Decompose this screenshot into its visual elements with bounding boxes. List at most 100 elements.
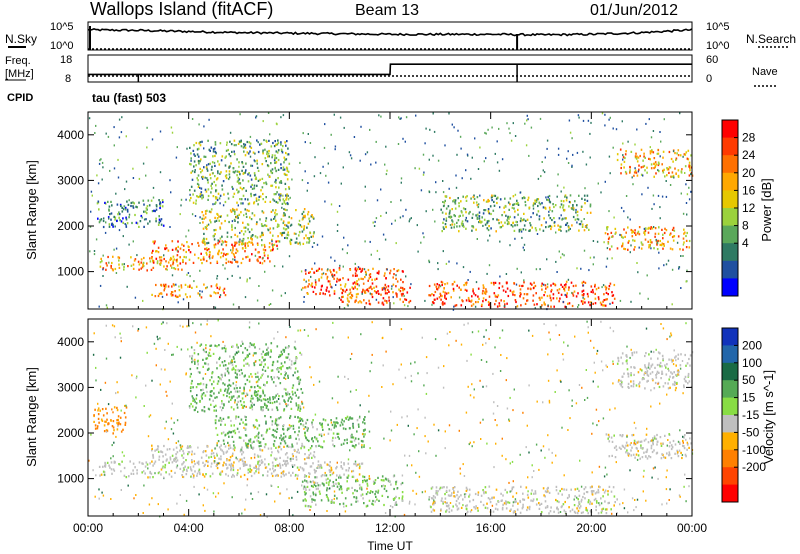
power-cell [124, 223, 126, 225]
power-cell [215, 184, 217, 187]
power-cell [494, 152, 496, 155]
power-cell [620, 163, 623, 166]
velocity-cell [327, 463, 330, 467]
velocity-cell [526, 493, 529, 496]
velocity-cell [394, 497, 396, 500]
power-cell [113, 215, 115, 218]
velocity-cell [285, 388, 287, 391]
power-cell [272, 234, 274, 237]
velocity-cell [446, 486, 448, 489]
power-cell [237, 179, 240, 182]
power-cell [299, 161, 301, 164]
power-cell [285, 198, 287, 201]
power-cell [431, 303, 433, 306]
velocity-cell [340, 476, 342, 479]
velocity-cell [298, 382, 300, 386]
power-cell [321, 268, 323, 271]
power-cell [504, 221, 506, 224]
velocity-cell [272, 360, 275, 364]
velocity-cell [465, 512, 468, 515]
power-cell [336, 277, 339, 280]
power-cell [284, 141, 286, 144]
velocity-cell [240, 475, 242, 478]
power-cell [269, 303, 272, 305]
power-cell [290, 217, 293, 220]
power-cell [573, 290, 576, 293]
velocity-cell [263, 446, 266, 449]
power-cell [654, 161, 657, 164]
power-cell [621, 235, 623, 239]
power-cell [577, 114, 580, 117]
velocity-cell [279, 442, 282, 445]
velocity-cell [256, 439, 258, 442]
velocity-cell [283, 409, 285, 412]
velocity-cell [640, 446, 642, 449]
velocity-cell [111, 472, 113, 475]
velocity-cell [371, 502, 373, 505]
velocity-cell [231, 395, 233, 398]
power-cell [549, 294, 551, 297]
velocity-cell [213, 461, 216, 464]
power-cell [284, 213, 286, 215]
velocity-cell [267, 346, 269, 349]
power-cell [199, 160, 201, 163]
velocity-cell [315, 470, 317, 473]
power-cell [483, 291, 486, 295]
power-cell [274, 167, 276, 170]
velocity-cell [151, 460, 153, 463]
velocity-cell [434, 496, 436, 499]
power-cell [256, 139, 258, 142]
power-cell [640, 173, 643, 176]
power-cell [326, 275, 329, 278]
power-cell [219, 194, 222, 197]
power-cell [244, 143, 247, 146]
velocity-cell [304, 498, 306, 501]
power-cell [256, 221, 258, 224]
power-cell [124, 206, 127, 209]
power-cell [578, 223, 581, 226]
power-cell [275, 122, 278, 125]
power-cell [472, 225, 474, 228]
power-cell [514, 210, 516, 213]
power-cell [295, 232, 297, 235]
power-cell [679, 248, 681, 251]
velocity-cell [650, 444, 653, 447]
power-cell [441, 295, 443, 298]
velocity-cell [578, 489, 580, 492]
velocity-cell [197, 463, 200, 466]
velocity-cell [456, 508, 459, 511]
power-cell [493, 200, 495, 203]
power-cell [162, 200, 164, 204]
power-cell [335, 271, 338, 274]
power-cell [179, 256, 181, 259]
power-cell [227, 252, 229, 256]
velocity-cell [299, 466, 302, 469]
power-cell [607, 237, 610, 241]
velocity-cell [256, 371, 259, 374]
velocity-cell [233, 387, 236, 390]
velocity-cell [595, 508, 597, 512]
velocity-cell [631, 434, 633, 437]
power-cell [581, 281, 584, 284]
power-cell [278, 240, 281, 243]
velocity-cell [555, 498, 557, 502]
velocity-cell [146, 463, 149, 466]
power-cell [123, 263, 125, 266]
power-cell [253, 202, 255, 205]
velocity-cell [378, 499, 380, 502]
power-cell [425, 127, 427, 130]
power-cell [350, 297, 353, 300]
velocity-cell [613, 504, 615, 507]
velocity-cell [383, 503, 385, 507]
power-cell [321, 284, 323, 287]
power-cell [497, 219, 500, 222]
power-cell [365, 302, 368, 305]
velocity-cell [287, 346, 289, 349]
velocity-cell [289, 436, 292, 439]
power-cell [662, 156, 664, 159]
velocity-cell [264, 384, 266, 387]
power-cell [105, 268, 107, 271]
power-cell [180, 286, 183, 289]
power-cell [558, 300, 560, 303]
velocity-cell [608, 485, 611, 488]
